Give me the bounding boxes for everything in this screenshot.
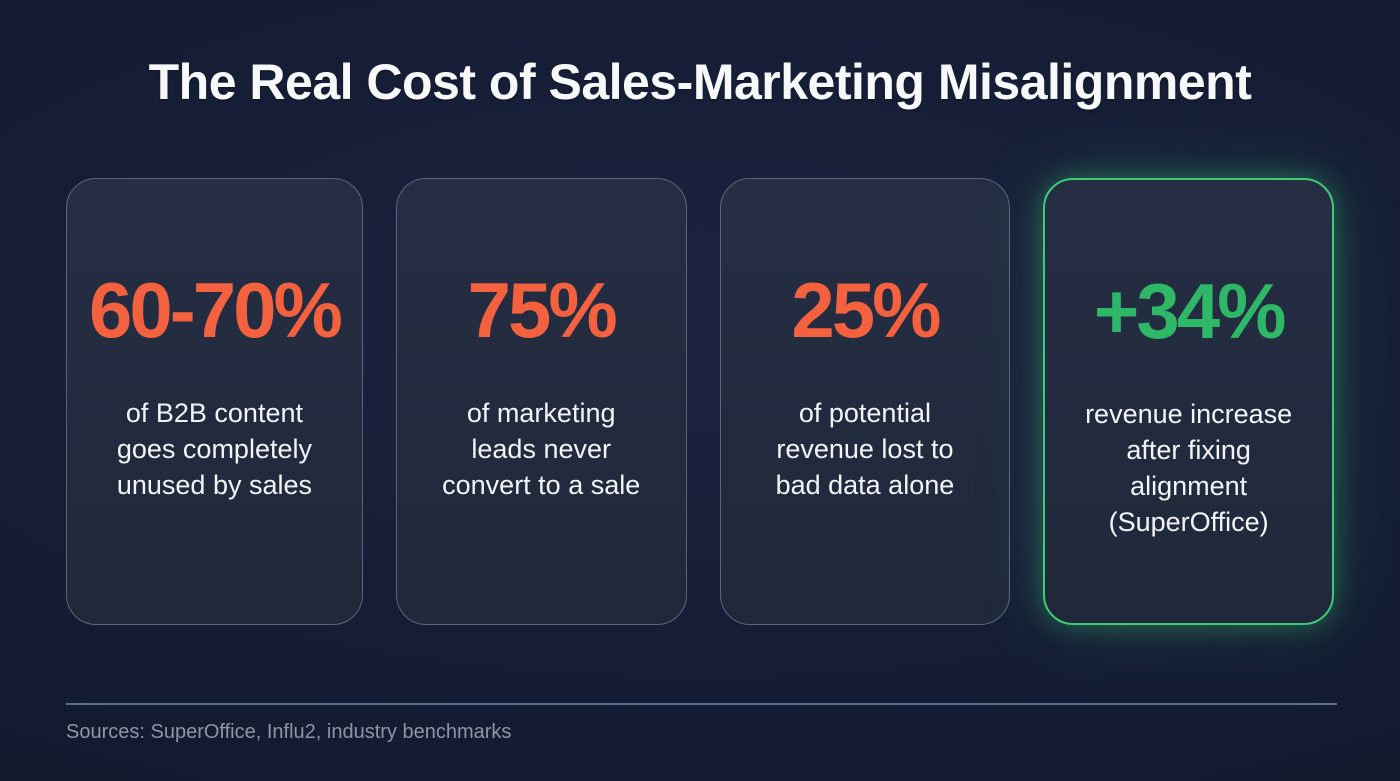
- stat-description-line: unused by sales: [116, 469, 312, 500]
- stat-card-revenue-increase: +34% revenue increase after fixing align…: [1043, 177, 1334, 625]
- page-title: The Real Cost of Sales-Marketing Misalig…: [148, 54, 1252, 110]
- stat-description-line: of marketing: [466, 397, 616, 428]
- stat-description: of potential revenue lost to bad data al…: [776, 395, 955, 503]
- stat-description-line: revenue lost to: [776, 433, 954, 464]
- stat-description-line: revenue increase: [1085, 398, 1293, 429]
- stat-description-line: alignment: [1130, 470, 1248, 501]
- stat-description-line: goes completely: [116, 433, 312, 464]
- stat-description-line: leads never: [471, 433, 611, 464]
- stat-description: revenue increase after fixing alignment …: [1085, 396, 1292, 540]
- stat-description: of B2B content goes completely unused by…: [117, 395, 312, 503]
- stat-description-line: convert to a sale: [442, 469, 641, 500]
- sources-text: Sources: SuperOffice, Influ2, industry b…: [66, 721, 512, 743]
- footer: Sources: SuperOffice, Influ2, industry b…: [66, 703, 1337, 744]
- stat-value: 25%: [791, 265, 941, 354]
- stat-value: 75%: [467, 265, 618, 354]
- stat-description-line: of potential: [798, 397, 931, 428]
- stat-cards-row: 60-70% of B2B content goes completely un…: [0, 177, 1400, 625]
- stat-description-line: bad data alone: [775, 469, 955, 500]
- stat-description-line: (SuperOffice): [1108, 506, 1269, 537]
- stat-card-revenue-lost-bad-data: 25% of potential revenue lost to bad dat…: [719, 177, 1011, 625]
- stat-value: 60-70%: [89, 265, 343, 354]
- stat-value: +34%: [1093, 266, 1287, 355]
- stat-card-leads-never-convert: 75% of marketing leads never convert to …: [395, 177, 687, 625]
- stat-card-unused-content: 60-70% of B2B content goes completely un…: [66, 177, 363, 625]
- footer-divider: [66, 703, 1337, 705]
- stat-description-line: of B2B content: [125, 397, 303, 428]
- stat-description-line: after fixing: [1126, 434, 1251, 465]
- stat-description: of marketing leads never convert to a sa…: [442, 395, 640, 503]
